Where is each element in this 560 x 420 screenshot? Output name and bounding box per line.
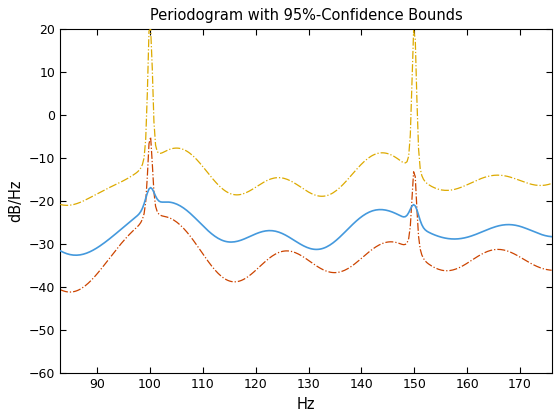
Title: Periodogram with 95%-Confidence Bounds: Periodogram with 95%-Confidence Bounds (150, 8, 463, 24)
X-axis label: Hz: Hz (297, 396, 315, 412)
Y-axis label: dB/Hz: dB/Hz (8, 180, 24, 222)
